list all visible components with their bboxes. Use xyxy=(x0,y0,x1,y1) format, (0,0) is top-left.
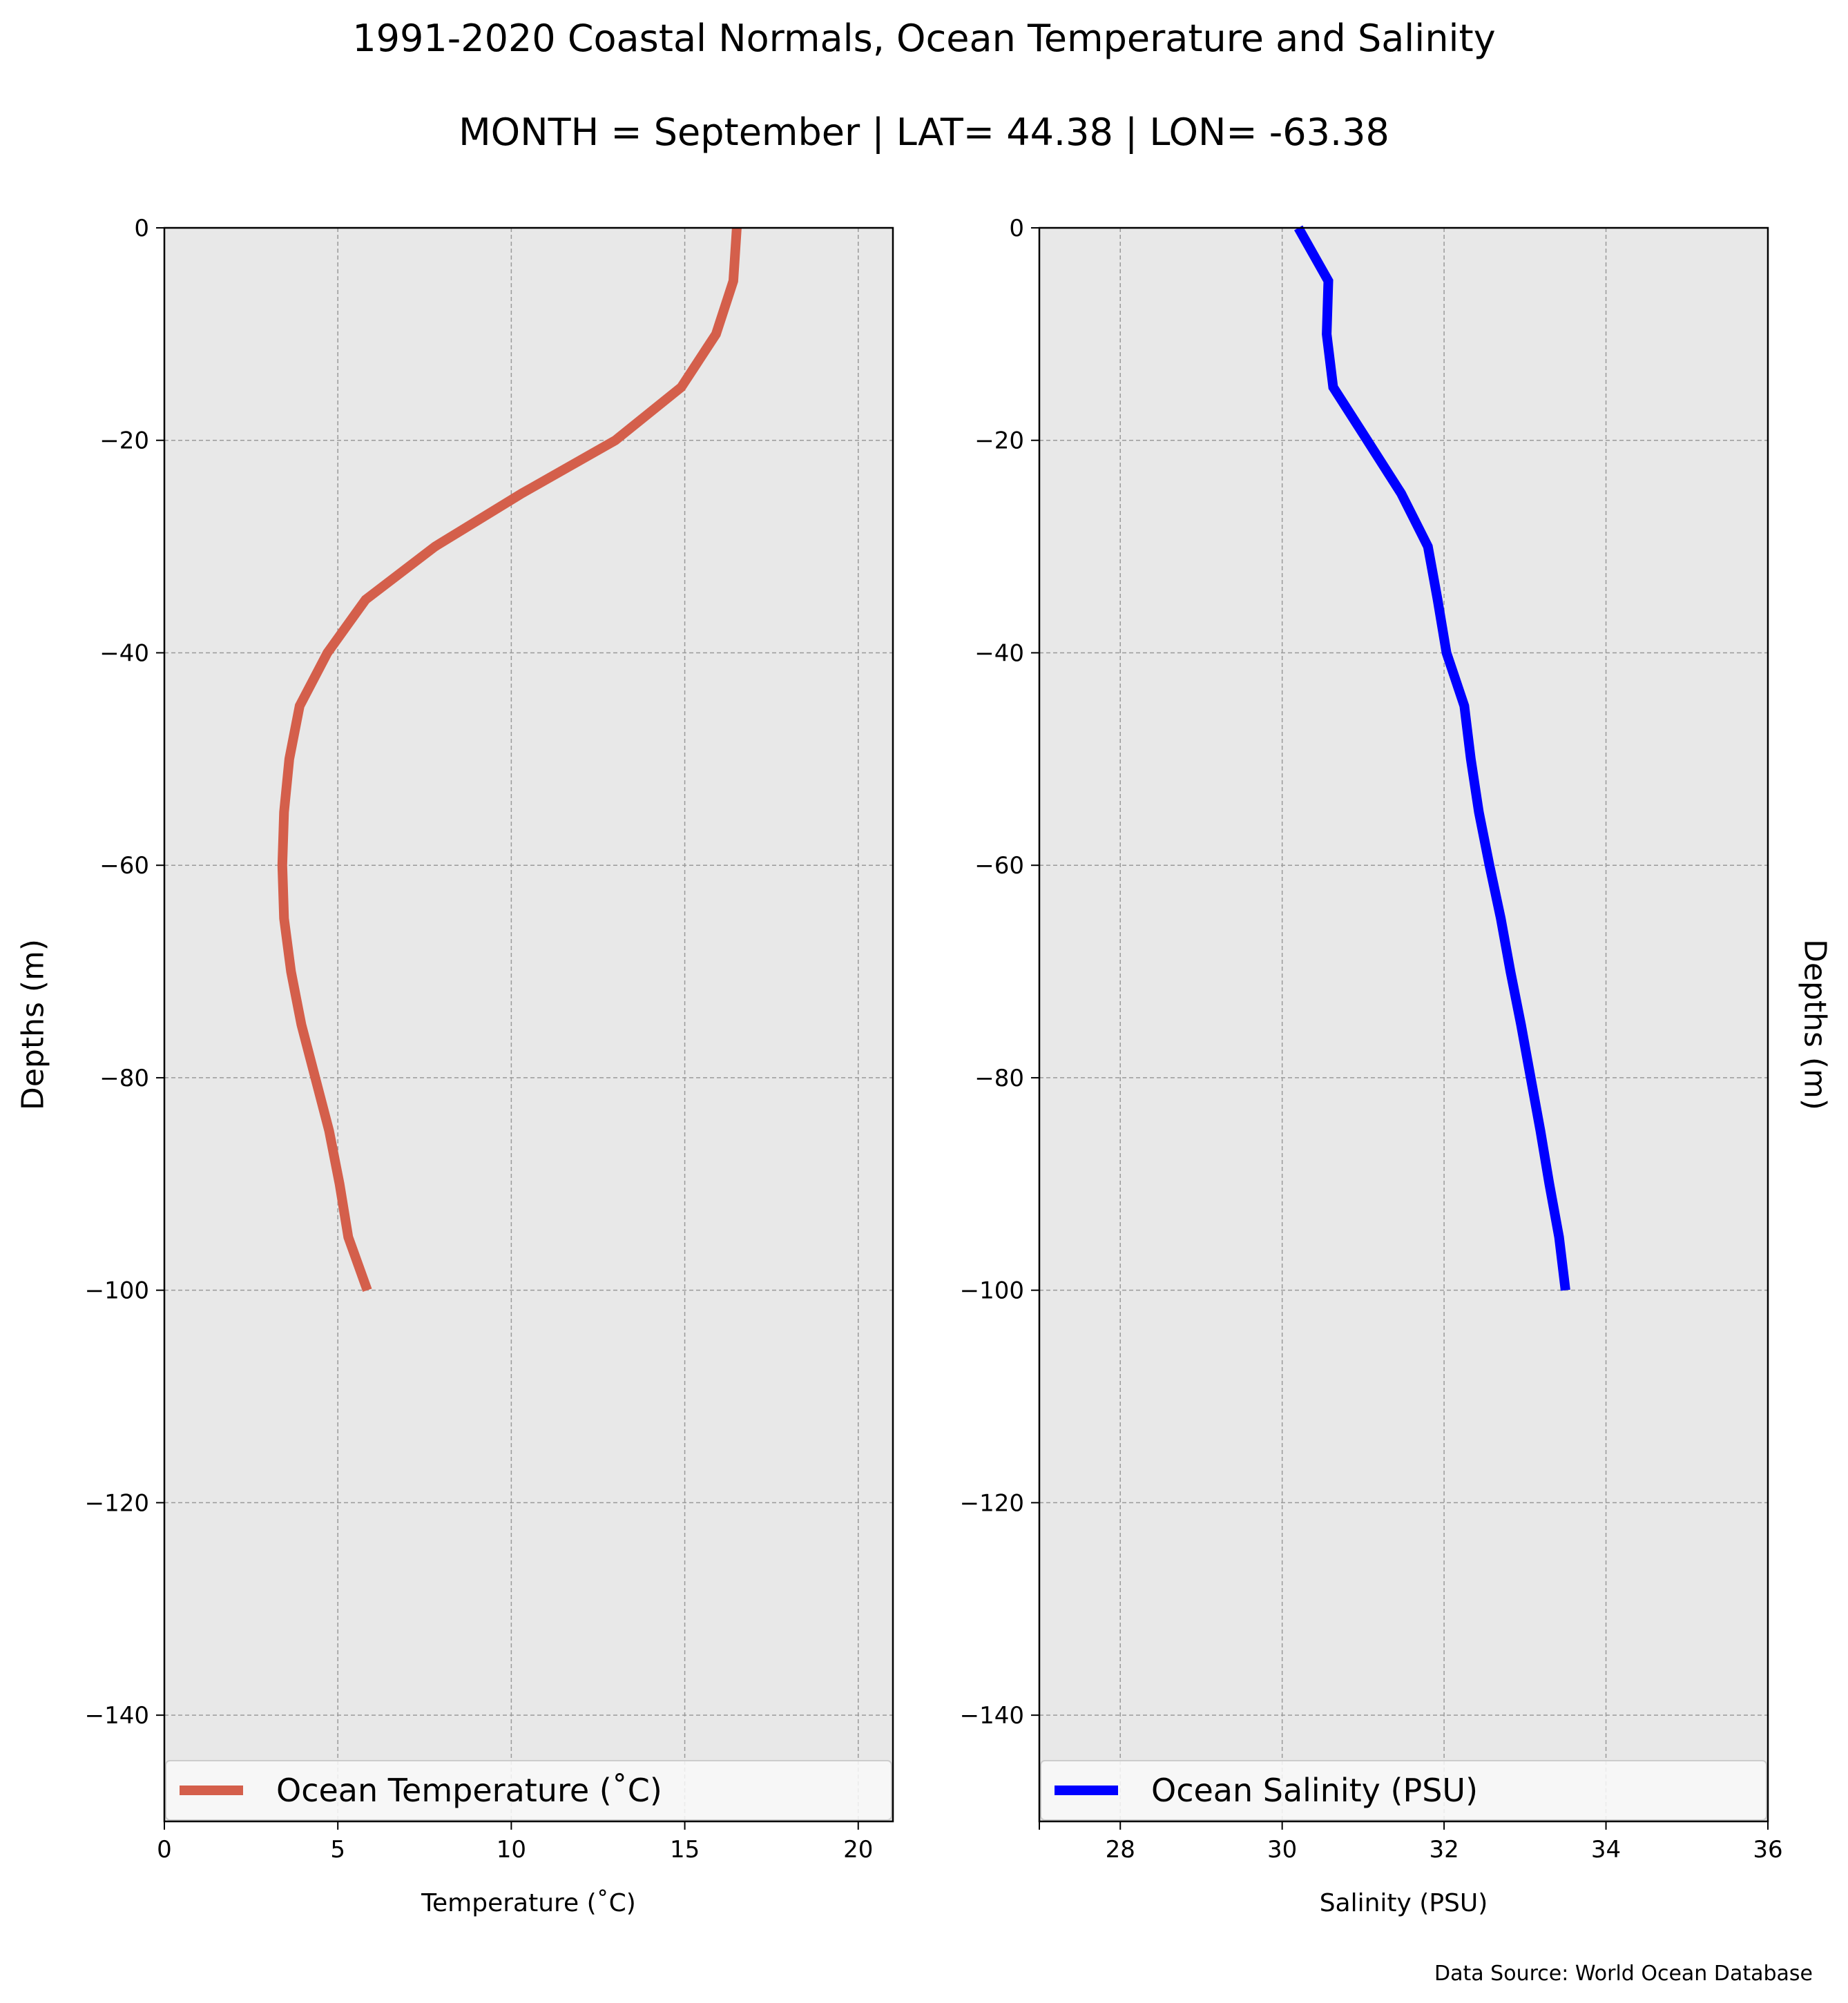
salinity-ytick-label: −100 xyxy=(960,1277,1024,1305)
salinity-ytick-label: −40 xyxy=(974,639,1024,667)
temperature-legend-label: Ocean Temperature (˚C) xyxy=(276,1772,662,1809)
temperature-xtick-label: 10 xyxy=(497,1836,526,1864)
temperature-panel: Ocean Temperature (˚C) 0 5 10 15 20 0 −20 −40 −60… xyxy=(16,215,894,1917)
salinity-xaxis-label: Salinity (PSU) xyxy=(1320,1889,1488,1917)
salinity-legend xyxy=(1040,1760,1767,1821)
temperature-ytick-label: −80 xyxy=(99,1065,149,1092)
temperature-xtick-label: 20 xyxy=(843,1836,873,1864)
salinity-ytick-label: −120 xyxy=(960,1489,1024,1517)
salinity-xtick-label: 30 xyxy=(1267,1836,1297,1864)
salinity-plot-area xyxy=(1039,228,1768,1821)
temperature-ytick-label: −140 xyxy=(85,1702,149,1730)
salinity-axes-frame xyxy=(1038,226,1769,1823)
salinity-yaxis-label: Depths (m) xyxy=(1798,939,1833,1110)
data-source-footnote: Data Source: World Ocean Database xyxy=(1434,1962,1813,1986)
salinity-ytick-label: −80 xyxy=(974,1065,1024,1092)
temperature-ytick-label: 0 xyxy=(134,215,149,242)
temperature-xaxis-label: Temperature (˚C) xyxy=(421,1889,636,1917)
temperature-legend xyxy=(165,1760,892,1821)
salinity-ytick-label: −20 xyxy=(974,427,1024,455)
temperature-series-line xyxy=(277,227,742,1293)
temperature-ytick-label: −60 xyxy=(99,852,149,880)
temperature-ytick-label: −40 xyxy=(99,639,149,667)
temperature-xtick-label: 15 xyxy=(670,1836,700,1864)
salinity-panel: Ocean Salinity (PSU) 28 30 32 34 36 0 −20 −40 −60… xyxy=(960,215,1833,1917)
salinity-ytick-label: −140 xyxy=(960,1702,1024,1730)
temperature-ytick-label: −20 xyxy=(99,427,149,455)
figure-title: 1991-2020 Coastal Normals, Ocean Tempera… xyxy=(352,17,1495,60)
salinity-ytick-label: 0 xyxy=(1009,215,1024,242)
salinity-xtick-label: 32 xyxy=(1429,1836,1459,1864)
salinity-series-line xyxy=(1294,225,1570,1291)
temperature-ytick-label: −120 xyxy=(85,1489,149,1517)
temperature-ytick-label: −100 xyxy=(85,1277,149,1305)
salinity-xtick-label: 34 xyxy=(1591,1836,1621,1864)
temperature-axes-frame xyxy=(163,226,894,1823)
temperature-xtick-label: 5 xyxy=(330,1836,345,1864)
temperature-yaxis-label: Depths (m) xyxy=(16,939,51,1110)
salinity-ytick-label: −60 xyxy=(974,852,1024,880)
salinity-xtick-label: 36 xyxy=(1753,1836,1782,1864)
salinity-legend-label: Ocean Salinity (PSU) xyxy=(1151,1772,1478,1809)
temperature-plot-area xyxy=(164,228,893,1821)
temperature-xtick-label: 0 xyxy=(157,1836,172,1864)
figure-subtitle: MONTH = September | LAT= 44.38 | LON= -6… xyxy=(459,110,1389,154)
salinity-xtick-label: 28 xyxy=(1106,1836,1135,1864)
